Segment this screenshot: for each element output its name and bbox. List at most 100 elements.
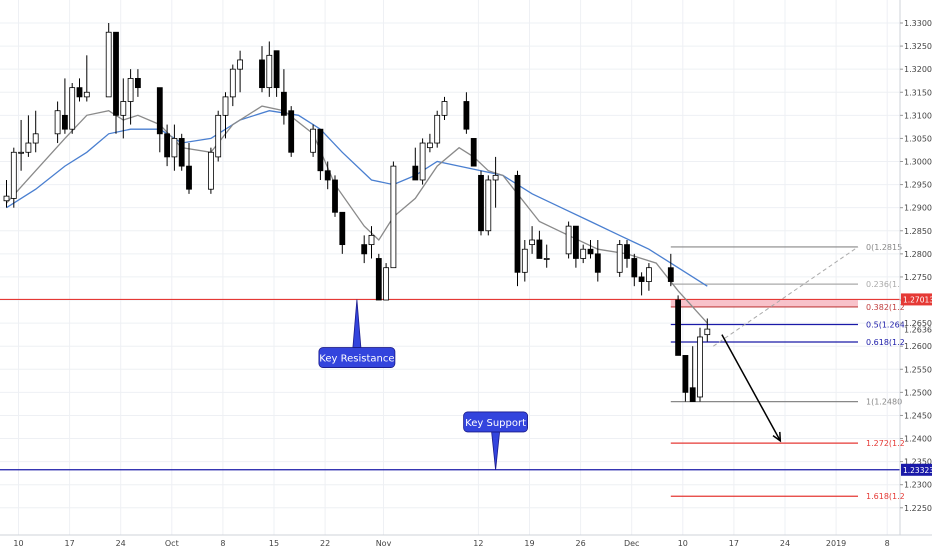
candle-bear: [134, 78, 141, 89]
y-tick-label: 1.23000: [904, 481, 932, 490]
fib-level-label: 1(1.2480: [866, 398, 902, 407]
x-tick-label: Oct: [165, 539, 179, 548]
forecast-arrow-shaft: [721, 334, 781, 442]
candle-bull: [529, 239, 535, 246]
x-tick-label: 12: [473, 539, 483, 548]
candle-bull: [419, 142, 426, 181]
fib-trend-line: [713, 246, 859, 347]
candle-bull: [229, 68, 236, 98]
y-tick-label: 1.25500: [904, 365, 932, 374]
fib-level-label: 0.5(1.264: [866, 320, 905, 329]
candle-bear: [667, 267, 674, 282]
candle-bear: [76, 87, 83, 98]
candle-bear: [470, 138, 477, 167]
candle-bull: [485, 179, 492, 232]
resistance-price-tag: [901, 293, 932, 306]
candle-bull: [69, 87, 76, 130]
y-tick-label: 1.25000: [904, 388, 932, 397]
candle-bull: [18, 151, 25, 154]
x-tick-label: 10: [13, 539, 23, 548]
candle-bear: [594, 253, 601, 273]
y-tick-label: 1.30500: [904, 134, 932, 143]
key-resistance-callout-text: Key Resistance: [319, 354, 394, 365]
candle-bull: [580, 248, 587, 259]
candle-bull: [704, 328, 711, 336]
candle-bull: [565, 225, 572, 255]
candle-bull: [222, 96, 229, 116]
candle-bull: [426, 142, 433, 149]
support-price-tag-text: 1.23323: [903, 466, 932, 475]
candle-bear: [164, 133, 171, 158]
candle-bull: [368, 234, 375, 246]
candle-bear: [638, 276, 645, 282]
y-tick-label: 1.29000: [904, 204, 932, 213]
candle-bull: [434, 114, 441, 144]
y-tick-label: 1.32000: [904, 65, 932, 74]
candle-bear: [689, 387, 696, 402]
x-tick-label: 22: [320, 539, 330, 548]
x-tick-label: 17: [65, 539, 75, 548]
time-axis[interactable]: 10 17 24 Oct 8 15 22 Nov 12 19 26 Dec 10 17 24 2019 8: [13, 539, 889, 548]
y-tick-label: 1.27500: [904, 273, 932, 282]
x-tick-label: Dec: [624, 539, 639, 548]
y-tick-label: 1.29500: [904, 181, 932, 190]
x-tick-label: Nov: [376, 539, 392, 548]
candle-bull: [171, 138, 178, 158]
candle-bear: [113, 31, 119, 116]
fib-zone: [670, 299, 858, 307]
candle-bear: [375, 258, 382, 301]
candle-bull: [492, 174, 499, 181]
candle-bull: [120, 101, 127, 116]
candle-bull: [32, 133, 39, 144]
candle-bear: [675, 299, 681, 356]
candle-bull: [105, 31, 112, 98]
candle-bull: [237, 59, 244, 70]
y-tick-label: 1.31500: [904, 88, 932, 97]
key-support-callout-box: [463, 411, 529, 433]
forecast-arrow-head: [772, 431, 782, 443]
candle-bull: [54, 110, 61, 135]
fib-zone-band: [670, 299, 858, 307]
y-tick-label: 1.24500: [904, 411, 932, 420]
x-tick-label: 10: [678, 539, 688, 548]
y-tick-label: 1.22500: [904, 504, 932, 513]
candle-bear: [324, 170, 331, 181]
y-tick-label: 1.28500: [904, 227, 932, 236]
candle-bear: [259, 59, 265, 89]
candle-bear: [463, 101, 470, 130]
y-tick-label: 1.33000: [904, 19, 932, 28]
current-price-label: 1.26365: [904, 325, 932, 334]
y-tick-label: 1.28000: [904, 250, 932, 259]
candle-bear: [178, 138, 185, 167]
candle-bear: [339, 211, 346, 246]
fib-levels: 0(1.2815 0.236(1. 0.382(1.2 0.5(1.264 0.618(…: [670, 243, 905, 501]
candle-bear: [186, 165, 192, 190]
candle-bull: [83, 91, 90, 98]
candle-bear: [332, 179, 338, 213]
y-tick-label: 1.24000: [904, 435, 932, 444]
candle-bear: [361, 244, 368, 255]
x-tick-label: 24: [116, 539, 126, 548]
x-tick-label: 2019: [826, 539, 846, 548]
candle-bull: [521, 248, 528, 273]
y-tick-label: 1.30000: [904, 158, 932, 167]
candle-bear: [317, 128, 324, 172]
horizontal-lines: [0, 298, 900, 471]
y-tick-label: 1.26500: [904, 319, 932, 328]
fib-level-label: 0.382(1.2: [866, 303, 905, 312]
candle-bull: [383, 267, 390, 301]
x-tick-label: 26: [576, 539, 586, 548]
candle-bear: [573, 225, 579, 259]
resistance-price-tag-text: 1.27013: [903, 295, 932, 304]
y-tick-label: 1.31000: [904, 111, 932, 120]
price-axis[interactable]: 1.33000 1.32500 1.32000 1.31500 1.31000 1.305…: [900, 19, 932, 513]
candle-bull: [10, 151, 17, 199]
fib-level-label: 0(1.2815: [866, 243, 902, 252]
fib-level-label: 0.618(1.2: [866, 338, 905, 347]
candle-bull: [390, 165, 397, 269]
candle-bull: [215, 114, 222, 158]
candle-bear: [587, 248, 594, 255]
candle-bull: [266, 54, 273, 89]
